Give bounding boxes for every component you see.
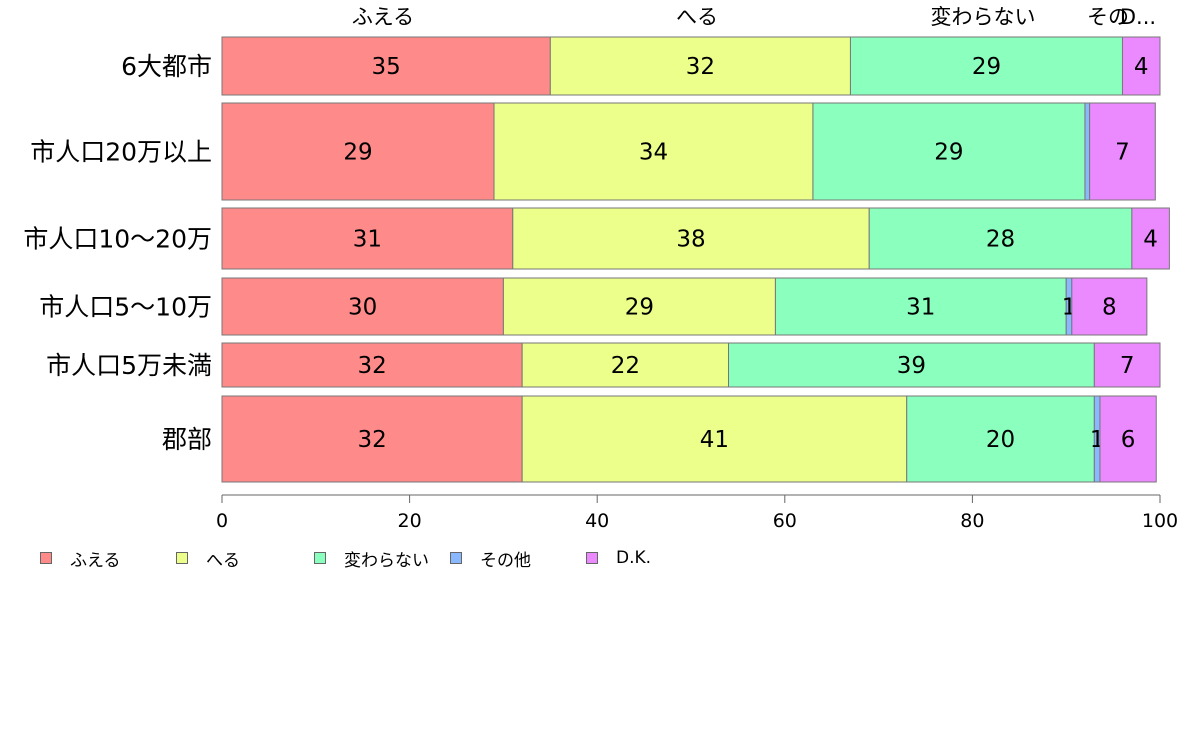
legend-item: その他 — [450, 546, 531, 571]
bar-segment — [221, 36, 551, 96]
data-label: 29 — [934, 140, 963, 166]
data-label: 20 — [986, 427, 1015, 453]
legend-swatch — [314, 552, 326, 564]
data-label: 4 — [1143, 227, 1158, 253]
bar-segment — [493, 102, 814, 201]
data-label: 39 — [897, 353, 926, 379]
top-series-label: D... — [1120, 5, 1156, 29]
bar-segment — [906, 395, 1095, 483]
legend-label: 変わらない — [344, 550, 429, 571]
x-tick-label: 40 — [585, 510, 609, 532]
bar-segment — [849, 36, 1123, 96]
bar-segment — [221, 277, 504, 336]
x-tick-label: 0 — [216, 510, 228, 532]
legend-swatch — [586, 552, 598, 564]
top-series-label: ふえる — [352, 5, 414, 29]
bar-segment — [1089, 102, 1156, 201]
legend-item: 変わらない — [314, 546, 429, 571]
legend-swatch — [40, 552, 52, 564]
legend-label: その他 — [480, 550, 531, 571]
category-label: 郡部 — [162, 425, 212, 454]
x-tick-label: 20 — [398, 510, 422, 532]
data-label: 32 — [357, 427, 386, 453]
data-label: 32 — [686, 54, 715, 80]
category-label: 市人口20万以上 — [30, 138, 212, 167]
data-label: 8 — [1102, 295, 1117, 321]
top-series-label: 変わらない — [931, 5, 1036, 29]
stacked-bar-chart: 35 32 29 4 6大都市 29 34 29 7 市人口20万以上 31 38 28 4 市人口10〜2… — [23, 5, 1178, 532]
x-tick-label: 60 — [773, 510, 797, 532]
data-label: 29 — [972, 54, 1001, 80]
bar-segment — [1121, 36, 1161, 96]
data-label: 31 — [906, 295, 935, 321]
bar-segment — [221, 207, 514, 270]
bar-segment — [502, 277, 776, 336]
bar-segment — [549, 36, 851, 96]
data-label: 34 — [639, 140, 668, 166]
data-label: 7 — [1120, 353, 1135, 379]
legend-swatch — [176, 552, 188, 564]
x-tick-label: 80 — [960, 510, 984, 532]
bar-segment — [728, 342, 1095, 388]
bar-segment — [512, 207, 870, 270]
data-label: 22 — [611, 353, 640, 379]
x-tick-label: 100 — [1142, 510, 1178, 532]
bar-segment — [1093, 342, 1161, 388]
data-label: 4 — [1134, 54, 1149, 80]
data-label: 7 — [1115, 140, 1130, 166]
bar-segment — [1099, 395, 1157, 483]
data-label: 31 — [353, 227, 382, 253]
data-label: 38 — [676, 227, 705, 253]
category-label: 6大都市 — [121, 52, 212, 81]
top-series-label: へる — [676, 5, 718, 29]
data-label: 30 — [348, 295, 377, 321]
bar-segment — [774, 277, 1067, 336]
data-label: 29 — [625, 295, 654, 321]
legend-label: へる — [206, 550, 240, 571]
legend-label: ふえる — [70, 550, 121, 571]
bar-segment — [1131, 207, 1170, 270]
bar-segment — [1071, 277, 1148, 336]
legend-item: ふえる — [40, 546, 121, 571]
data-label: 32 — [357, 353, 386, 379]
bar-segment — [221, 342, 523, 388]
legend-swatch — [450, 552, 462, 564]
category-label: 市人口5〜10万 — [39, 293, 212, 322]
bar-segment — [521, 395, 908, 483]
data-label: 29 — [343, 140, 372, 166]
bar-segment — [812, 102, 1086, 201]
data-label: 28 — [986, 227, 1015, 253]
category-label: 市人口10〜20万 — [23, 225, 212, 254]
legend-label: D.K. — [616, 548, 652, 568]
data-label: 35 — [372, 54, 401, 80]
bar-segment — [521, 342, 730, 388]
top-series-label: その — [1087, 5, 1129, 29]
category-label: 市人口5万未満 — [46, 351, 212, 380]
bar-segment — [1084, 102, 1091, 201]
data-label: 41 — [700, 427, 729, 453]
legend-item: D.K. — [586, 546, 651, 570]
bar-segment — [221, 102, 495, 201]
bar-segment — [221, 395, 523, 483]
legend-item: へる — [176, 546, 240, 571]
data-label: 6 — [1121, 427, 1136, 453]
